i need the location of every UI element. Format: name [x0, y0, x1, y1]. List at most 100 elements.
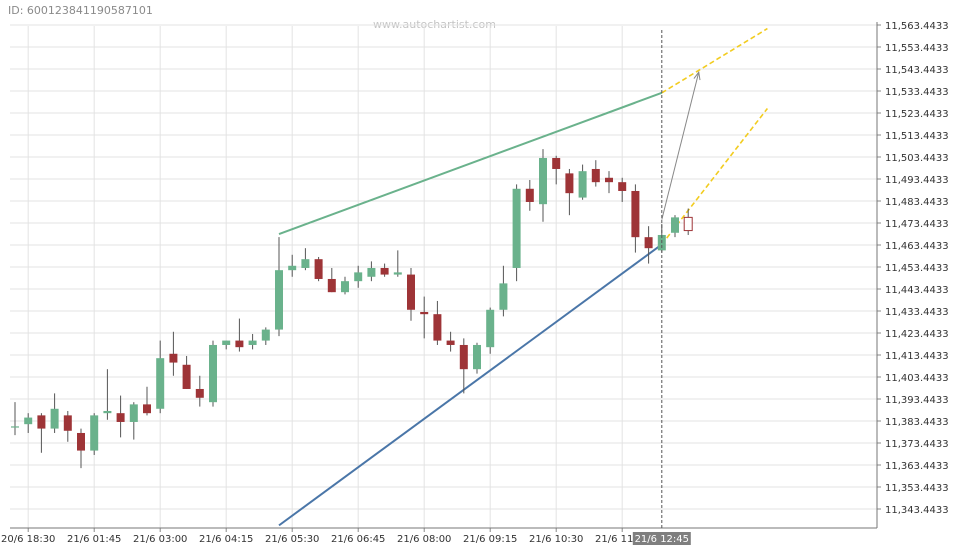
y-tick-label: 11,353.4433 [885, 483, 949, 494]
axes: 11,563.4433 11,553.4433 11,543.4433 11,533.… [1, 21, 949, 545]
y-tick-label: 11,423.4433 [885, 329, 949, 340]
candle-body [288, 265, 297, 271]
candle-body [499, 283, 508, 310]
x-tick-label: 21/6 08:00 [397, 534, 451, 545]
candle-body [90, 415, 99, 451]
candle-body [314, 259, 323, 279]
candle-body [275, 270, 283, 330]
candle [459, 338, 468, 394]
candle-body [156, 358, 165, 409]
y-tick-label: 11,553.4433 [885, 43, 949, 54]
y-tick-label: 11,393.4433 [885, 395, 949, 406]
candles [11, 149, 693, 469]
candle-body [631, 190, 640, 238]
y-tick-label: 11,523.4433 [885, 109, 949, 120]
y-tick-label: 11,363.4433 [885, 461, 949, 472]
candle-body [222, 340, 231, 345]
x-tick-label: 21/6 03:00 [133, 534, 187, 545]
candle-body [24, 417, 33, 425]
candle-body [420, 311, 429, 315]
candle-body [578, 171, 587, 198]
candle-body [129, 404, 138, 422]
candle [354, 265, 363, 288]
x-tick-label: 21/6 09:15 [463, 534, 517, 545]
candle [63, 410, 72, 442]
y-tick-label: 11,403.4433 [885, 373, 949, 384]
candle [288, 254, 297, 277]
candle-body [261, 329, 270, 341]
y-tick-label: 11,563.4433 [885, 21, 949, 32]
candle [433, 300, 442, 345]
candle [618, 177, 627, 202]
candle-body [446, 340, 455, 345]
candle-body [605, 177, 613, 183]
candle [657, 223, 666, 253]
current-time-label: 21/6 12:45 [635, 534, 689, 545]
candle-body [591, 168, 600, 183]
breakout-arrow-head [693, 70, 701, 81]
candle-body [50, 408, 59, 429]
candle-body [169, 353, 178, 363]
candle [631, 184, 640, 253]
candle [90, 413, 99, 455]
candle-body [552, 157, 561, 169]
candle-body [195, 388, 204, 398]
candle [605, 171, 613, 194]
candle [327, 267, 336, 293]
candle-body [143, 404, 151, 414]
candle [446, 331, 455, 352]
candle-body [77, 432, 85, 451]
y-tick-label: 11,433.4433 [885, 307, 949, 318]
candle-body [248, 340, 257, 345]
candle [380, 263, 389, 277]
candle [539, 149, 547, 222]
candle-body [380, 267, 389, 275]
candle [261, 327, 270, 345]
candle [341, 276, 349, 295]
candle-body [459, 344, 468, 370]
candle [169, 331, 178, 376]
candle [182, 355, 191, 389]
y-tick-label: 11,463.4433 [885, 241, 949, 252]
candle-body-forecast [683, 216, 693, 232]
candle [209, 340, 217, 407]
trend-lines [278, 27, 769, 527]
candle-body [235, 340, 244, 348]
candle-body [341, 281, 349, 293]
candle [644, 226, 653, 264]
y-tick-label: 11,473.4433 [885, 219, 949, 230]
candle-body [301, 259, 310, 268]
x-tick-label: 21/6 06:45 [331, 534, 385, 545]
candle [235, 318, 244, 352]
x-tick-label: 21/6 11:00 [595, 534, 649, 545]
candle [50, 393, 59, 433]
candle-body [618, 182, 627, 191]
candle [156, 340, 165, 414]
candle [248, 333, 257, 350]
y-tick-label: 11,413.4433 [885, 351, 949, 362]
candle-body [393, 272, 402, 275]
candle [77, 428, 85, 469]
candle [552, 155, 561, 185]
candle [11, 402, 19, 436]
candle [116, 395, 125, 438]
y-tick-label: 11,503.4433 [885, 153, 949, 164]
y-tick-label: 11,543.4433 [885, 65, 949, 76]
candle [301, 248, 310, 271]
candle [525, 179, 534, 211]
y-tick-label: 11,443.4433 [885, 285, 949, 296]
candle [591, 160, 600, 187]
candle [24, 413, 33, 433]
candle [407, 267, 415, 321]
candle [103, 369, 112, 420]
candle-body [433, 314, 442, 341]
candle-body [407, 274, 415, 310]
candle [578, 164, 587, 200]
candle-body [644, 237, 653, 249]
chart-id-label: ID: 600123841190587101 [8, 4, 153, 17]
candle-body [354, 272, 363, 282]
candle-body [103, 410, 112, 414]
candle [393, 250, 402, 277]
candle-body [327, 278, 336, 293]
